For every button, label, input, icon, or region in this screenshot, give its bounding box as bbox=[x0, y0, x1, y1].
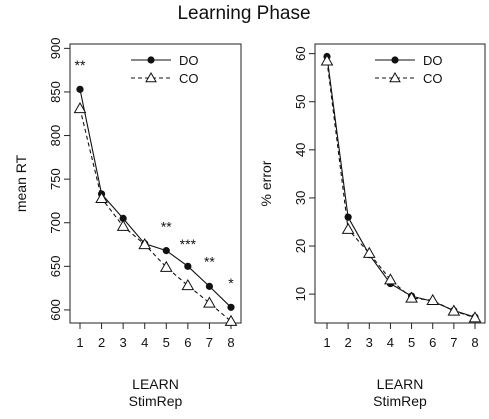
data-point-do bbox=[184, 262, 192, 270]
y-tick-label: 800 bbox=[48, 125, 63, 147]
x-tick-label: 3 bbox=[366, 335, 373, 350]
y-tick-label: 650 bbox=[48, 255, 63, 277]
data-point-co bbox=[341, 222, 355, 234]
data-point-co bbox=[181, 279, 195, 291]
x-tick-label: 7 bbox=[206, 335, 213, 350]
y-tick-label: 850 bbox=[48, 81, 63, 103]
data-point-co bbox=[320, 54, 334, 66]
y-tick-label: 60 bbox=[293, 46, 308, 60]
data-point-co bbox=[73, 102, 87, 114]
legend-label-do: DO bbox=[179, 53, 199, 68]
x-tick-label: 6 bbox=[429, 335, 436, 350]
data-point-co bbox=[405, 291, 418, 303]
series-line-do bbox=[79, 89, 232, 308]
series-line-co bbox=[326, 60, 476, 319]
data-point-co bbox=[362, 246, 376, 258]
data-point-co bbox=[468, 311, 482, 323]
data-point-co bbox=[426, 293, 440, 306]
x-tick-label: 3 bbox=[120, 335, 127, 350]
x-tick-label: 1 bbox=[323, 335, 330, 350]
data-point-do bbox=[205, 282, 214, 290]
plot-frame bbox=[314, 43, 486, 324]
chart-panel-1: 600 650 700 750 800 850 900 1 2 3 4 5 6 7 8 LEARNStimRe… bbox=[13, 38, 242, 409]
y-tick-label: 600 bbox=[48, 299, 63, 321]
legend-label-co: CO bbox=[423, 71, 443, 86]
x-tick-label: 2 bbox=[345, 335, 352, 350]
x-axis-sublabel: StimRep bbox=[129, 393, 183, 409]
series-line-do bbox=[326, 56, 476, 318]
figure-title: Learning Phase bbox=[177, 3, 310, 24]
legend-label-co: CO bbox=[179, 71, 199, 86]
data-point-do bbox=[227, 303, 235, 311]
x-tick-label: 7 bbox=[450, 335, 457, 350]
plot-frame bbox=[69, 43, 242, 324]
data-point-co bbox=[203, 296, 216, 308]
legend-marker-do bbox=[391, 56, 399, 64]
data-point-co bbox=[159, 260, 173, 272]
y-tick-label: 50 bbox=[293, 94, 308, 108]
data-point-do bbox=[119, 214, 127, 222]
x-axis-sublabel: StimRep bbox=[373, 393, 427, 409]
data-point-co bbox=[224, 314, 238, 326]
y-tick-label: 10 bbox=[293, 287, 308, 301]
x-tick-label: 4 bbox=[141, 335, 148, 350]
legend-marker-co bbox=[145, 71, 157, 83]
data-point-do bbox=[76, 85, 84, 93]
data-point-do bbox=[344, 213, 352, 221]
significance-label: * bbox=[228, 275, 234, 291]
data-point-co bbox=[95, 191, 108, 203]
data-point-do bbox=[162, 247, 170, 255]
y-axis-label: mean RT bbox=[13, 154, 29, 212]
x-tick-label: 5 bbox=[163, 335, 170, 350]
x-tick-label: 5 bbox=[408, 335, 415, 350]
legend-marker-co bbox=[389, 71, 401, 83]
legend-marker-do bbox=[147, 56, 155, 64]
y-tick-label: 30 bbox=[293, 191, 308, 205]
data-point-co bbox=[116, 219, 130, 231]
y-axis-label: % error bbox=[258, 160, 274, 206]
data-point-co bbox=[138, 238, 152, 250]
x-tick-label: 6 bbox=[184, 335, 191, 350]
data-point-co bbox=[384, 273, 397, 285]
y-tick-label: 750 bbox=[48, 168, 63, 190]
x-tick-label: 8 bbox=[227, 335, 234, 350]
legend-label-do: DO bbox=[423, 53, 443, 68]
y-tick-label: 700 bbox=[48, 212, 63, 234]
significance-label: ** bbox=[75, 57, 86, 73]
x-tick-label: 1 bbox=[76, 335, 83, 350]
y-tick-label: 40 bbox=[293, 143, 308, 157]
x-tick-label: 8 bbox=[471, 335, 478, 350]
x-tick-label: 4 bbox=[387, 335, 394, 350]
x-tick-label: 2 bbox=[98, 335, 105, 350]
series-line-co bbox=[79, 108, 232, 322]
significance-label: ** bbox=[161, 218, 172, 234]
data-point-co bbox=[447, 304, 461, 316]
x-axis-label: LEARN bbox=[132, 376, 179, 392]
significance-label: *** bbox=[180, 236, 197, 252]
y-tick-label: 20 bbox=[293, 239, 308, 253]
y-tick-label: 900 bbox=[48, 38, 63, 60]
significance-label: ** bbox=[204, 253, 215, 269]
x-axis-label: LEARN bbox=[377, 376, 424, 392]
